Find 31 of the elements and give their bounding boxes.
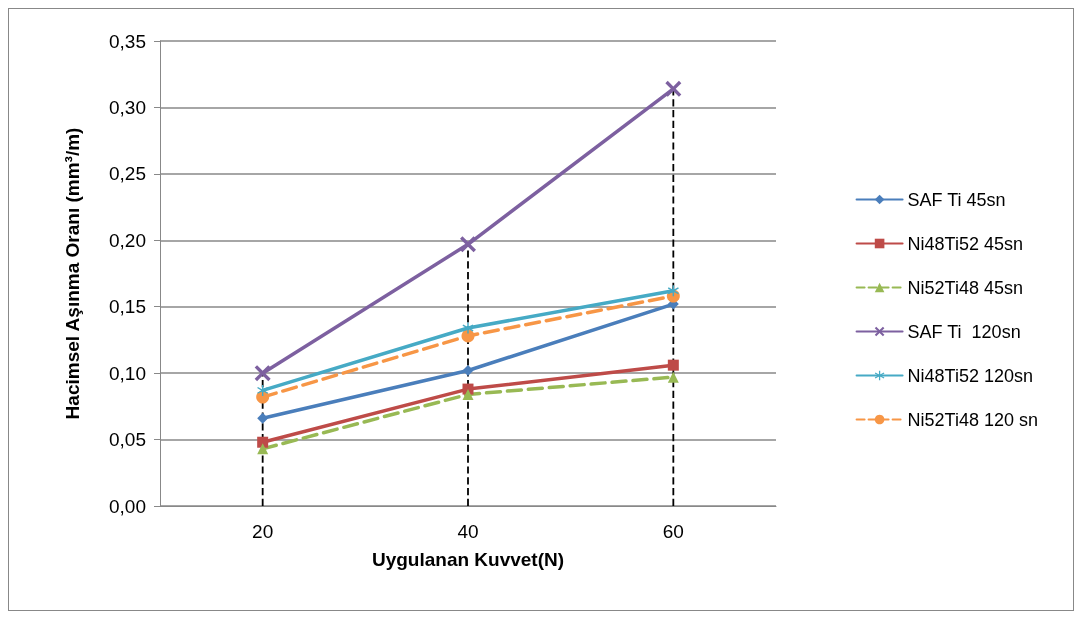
point: [257, 436, 269, 448]
y-tick-label: 0,00: [109, 495, 146, 517]
y-tick-label: 0,25: [109, 163, 146, 185]
y-tick-label: 0,05: [109, 429, 146, 451]
legend-label: SAF Ti 120sn: [907, 321, 1021, 342]
legend-label: Ni52Ti48 120 sn: [907, 409, 1039, 430]
point: [257, 412, 269, 424]
x-tick-label: 20: [252, 521, 274, 542]
y-tick-label: 0,15: [109, 296, 146, 318]
point: [257, 443, 269, 455]
y-tick-label: 0,10: [109, 362, 146, 384]
y-tick-label: 0,35: [109, 30, 146, 52]
legend-label: Ni48Ti52 45sn: [907, 233, 1023, 254]
x-tick-label: 60: [662, 521, 684, 542]
point: [667, 371, 679, 383]
legend-label: Ni52Ti48 45sn: [907, 277, 1023, 298]
y-tick-label: 0,20: [109, 229, 146, 251]
point: [462, 388, 474, 400]
point: [665, 80, 682, 97]
point: [254, 365, 271, 382]
y-tick-label: 0,30: [109, 96, 146, 118]
point: [462, 322, 474, 334]
point: [667, 359, 679, 371]
point: [462, 364, 474, 376]
point: [460, 236, 476, 253]
point: [667, 285, 679, 297]
legend-label: Ni48Ti52 120sn: [907, 365, 1034, 386]
x-axis-title: Uygulanan Kuvvet(N): [371, 549, 565, 570]
y-axis-title: Hacimsel Aşınma Oranı (mm³/m): [62, 127, 83, 420]
x-tick-label: 40: [457, 521, 479, 542]
legend-label: SAF Ti 45sn: [907, 189, 1006, 210]
